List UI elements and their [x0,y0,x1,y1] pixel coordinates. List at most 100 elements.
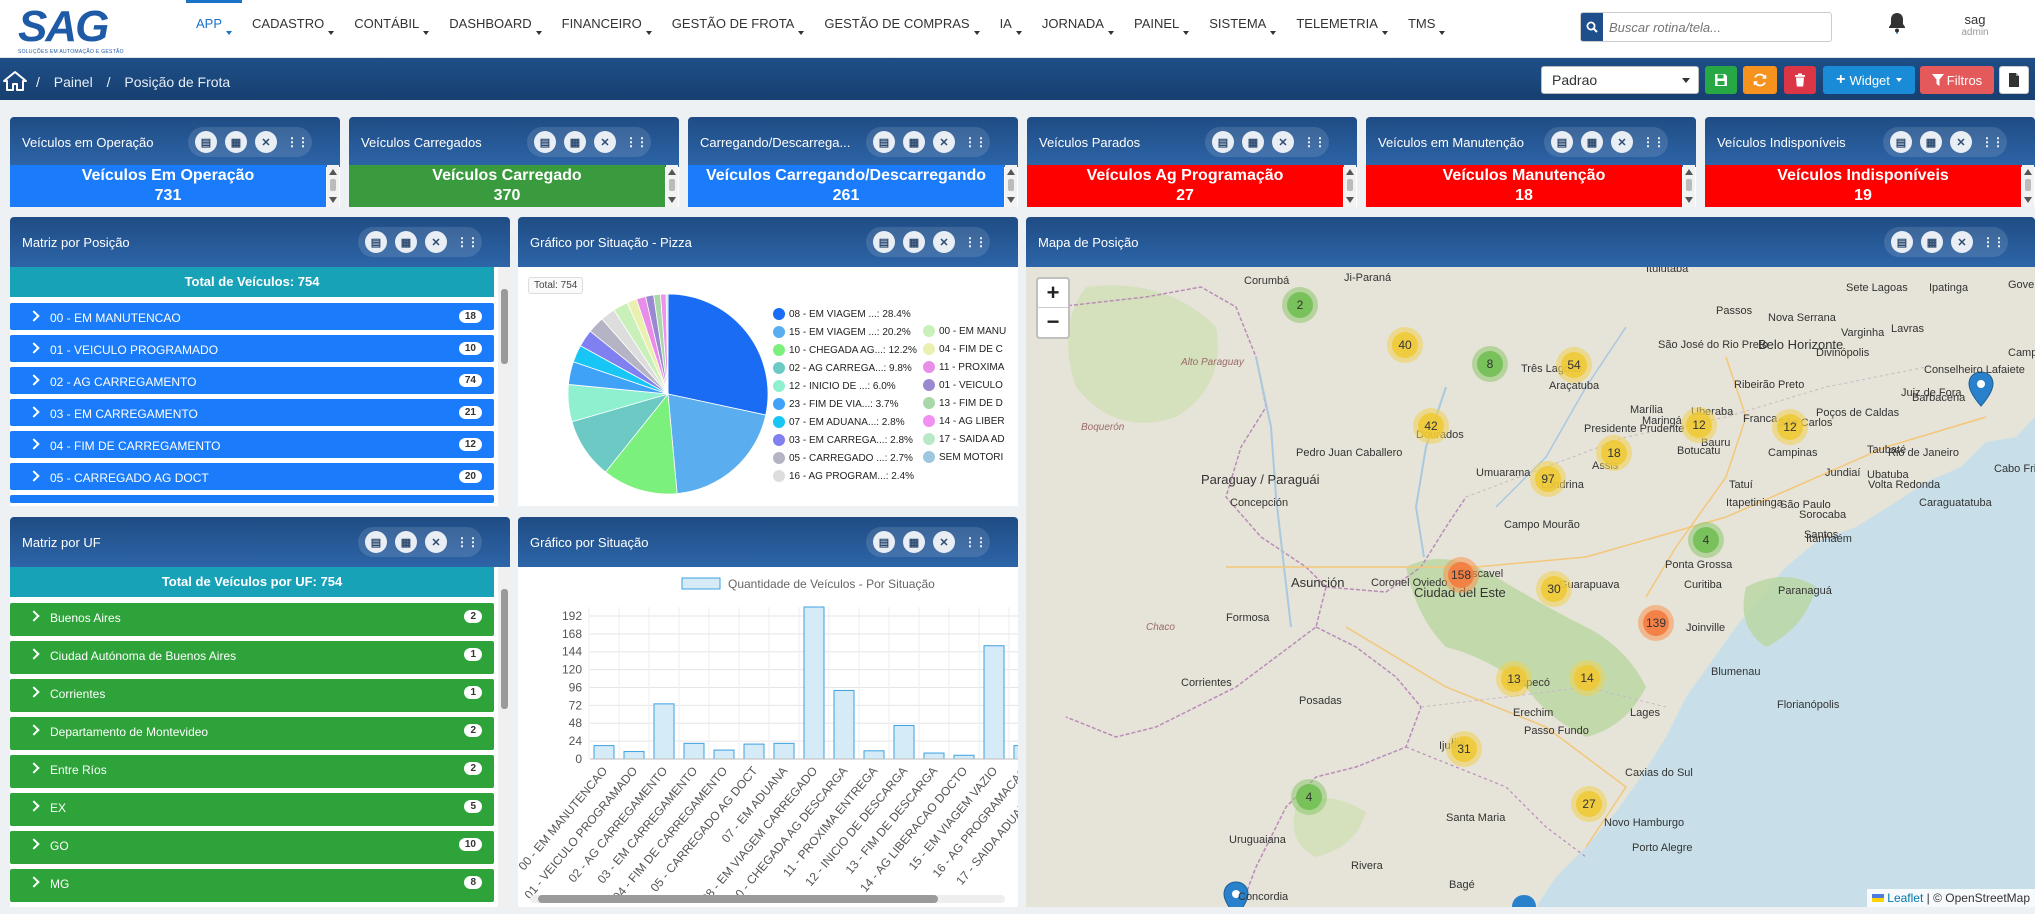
pdf-export-icon[interactable]: ▤ [873,231,895,253]
more-options-icon[interactable]: ⋮⋮ [286,135,309,149]
list-item[interactable]: 05 - CARREGADO AG DOCT 20 [10,463,494,490]
bar[interactable] [923,752,945,760]
widget-button[interactable]: + Widget [1823,66,1915,94]
search-input[interactable] [1609,17,1827,37]
list-item[interactable]: MG 8 [10,869,494,902]
scrollbar[interactable] [498,267,510,506]
scroll-up-icon[interactable] [1346,169,1354,175]
menu-dashboard[interactable]: DASHBOARD [439,0,551,50]
pie-slice[interactable] [604,392,678,495]
menu-painel[interactable]: PAINEL [1124,0,1199,50]
layout-select[interactable]: Padrao [1541,66,1699,94]
more-options-icon[interactable]: ⋮⋮ [1981,135,2004,149]
excel-export-icon[interactable]: ▦ [903,531,925,553]
scroll-up-icon[interactable] [668,169,676,175]
map-cluster[interactable]: 4 [1688,522,1724,558]
list-item[interactable]: 00 - EM MANUTENCAO 18 [10,303,494,330]
export-pdf-button[interactable] [1999,66,2029,94]
refresh-button[interactable] [1743,66,1777,94]
bar[interactable] [743,743,765,760]
more-options-icon[interactable]: ⋮⋮ [456,235,479,249]
pdf-export-icon[interactable]: ▤ [1551,131,1573,153]
close-icon[interactable]: ✕ [933,131,955,153]
list-item[interactable]: EX 5 [10,793,494,826]
more-options-icon[interactable]: ⋮⋮ [964,235,987,249]
map-cluster[interactable]: 40 [1387,327,1423,363]
close-icon[interactable]: ✕ [933,231,955,253]
leaflet-link[interactable]: Leaflet [1887,891,1924,905]
scrollbar[interactable] [666,165,678,207]
scrollbar-thumb[interactable] [1347,179,1353,191]
map-cluster[interactable]: 12 [1681,407,1717,443]
horizontal-scrollbar[interactable] [530,895,1005,903]
zoom-out-button[interactable]: − [1046,309,1060,334]
pie-legend-item[interactable]: 04 - FIM DE C [923,343,1003,355]
scrollbar[interactable] [327,165,339,207]
user-menu[interactable]: sag admin [1945,12,2005,38]
pdf-export-icon[interactable]: ▤ [534,131,556,153]
pdf-export-icon[interactable]: ▤ [195,131,217,153]
osm-attribution[interactable]: | © OpenStreetMap [1926,891,2030,905]
list-item[interactable]: GO 10 [10,831,494,864]
list-item[interactable]: 01 - VEICULO PROGRAMADO 10 [10,335,494,362]
breadcrumb-item-painel[interactable]: Painel [53,74,93,90]
more-options-icon[interactable]: ⋮⋮ [964,535,987,549]
map-cluster[interactable]: 54 [1556,347,1592,383]
bar[interactable] [1013,745,1018,760]
scroll-up-icon[interactable] [1685,169,1693,175]
list-item[interactable]: Ciudad Autónoma de Buenos Aires 1 [10,641,494,674]
map-cluster[interactable]: 2 [1282,287,1318,323]
pie-legend-item[interactable]: 05 - CARREGADO ...: 2.7% [773,452,913,464]
more-options-icon[interactable]: ⋮⋮ [1303,135,1326,149]
notification-bell-icon[interactable] [1888,12,1906,37]
scroll-down-icon[interactable] [2024,197,2032,203]
menu-gestao-frota[interactable]: GESTÃO DE FROTA [662,0,815,50]
scrollbar-thumb[interactable] [538,895,938,903]
pie-legend-item[interactable]: 02 - AG CARREGA...: 9.8% [773,362,912,374]
save-button[interactable] [1705,66,1737,94]
excel-export-icon[interactable]: ▦ [395,531,417,553]
pie-legend-item[interactable]: 23 - FIM DE VIA...: 3.7% [773,398,898,410]
menu-financeiro[interactable]: FINANCEIRO [552,0,662,50]
more-options-icon[interactable]: ⋮⋮ [1642,135,1665,149]
scrollbar-thumb[interactable] [1008,179,1014,191]
pie-legend-item[interactable]: 12 - INICIO DE ...: 6.0% [773,380,896,392]
scroll-up-icon[interactable] [2024,169,2032,175]
excel-export-icon[interactable]: ▦ [1920,131,1942,153]
list-item[interactable]: 04 - FIM DE CARREGAMENTO 12 [10,431,494,458]
bar[interactable] [983,645,1005,760]
list-item[interactable]: Corrientes 1 [10,679,494,712]
pie-legend-item[interactable]: 13 - FIM DE D [923,397,1003,409]
more-options-icon[interactable]: ⋮⋮ [1982,235,2005,249]
pdf-export-icon[interactable]: ▤ [1212,131,1234,153]
scrollbar-thumb[interactable] [330,179,336,191]
menu-tms[interactable]: TMS [1398,0,1455,50]
pie-legend-item[interactable]: 01 - VEICULO [923,379,1003,391]
list-item[interactable]: Entre Ríos 2 [10,755,494,788]
scrollbar-thumb[interactable] [1686,179,1692,191]
list-item[interactable]: Buenos Aires 2 [10,603,494,636]
bar[interactable] [623,751,645,760]
bar[interactable] [713,749,735,760]
excel-export-icon[interactable]: ▦ [564,131,586,153]
close-icon[interactable]: ✕ [933,531,955,553]
delete-button[interactable] [1784,66,1816,94]
menu-ia[interactable]: IA [990,0,1032,50]
close-icon[interactable]: ✕ [594,131,616,153]
close-icon[interactable]: ✕ [1272,131,1294,153]
scroll-down-icon[interactable] [1685,197,1693,203]
pie-legend-item[interactable]: 11 - PROXIMA [923,361,1004,373]
list-item-partial[interactable] [10,495,494,503]
close-icon[interactable]: ✕ [255,131,277,153]
map-view[interactable]: Corumbá Alto Paraguay Boquerón Paraguay / P… [1026,267,2035,907]
scroll-down-icon[interactable] [329,197,337,203]
pie-slice[interactable] [667,293,769,416]
scrollbar[interactable] [1005,165,1017,207]
pdf-export-icon[interactable]: ▤ [1891,231,1913,253]
close-icon[interactable]: ✕ [1950,131,1972,153]
pie-legend-item[interactable]: 08 - EM VIAGEM ...: 28.4% [773,308,911,320]
home-icon[interactable] [2,70,28,92]
bar[interactable] [803,606,825,760]
menu-contabil[interactable]: CONTÁBIL [344,0,439,50]
bar[interactable] [683,742,705,760]
